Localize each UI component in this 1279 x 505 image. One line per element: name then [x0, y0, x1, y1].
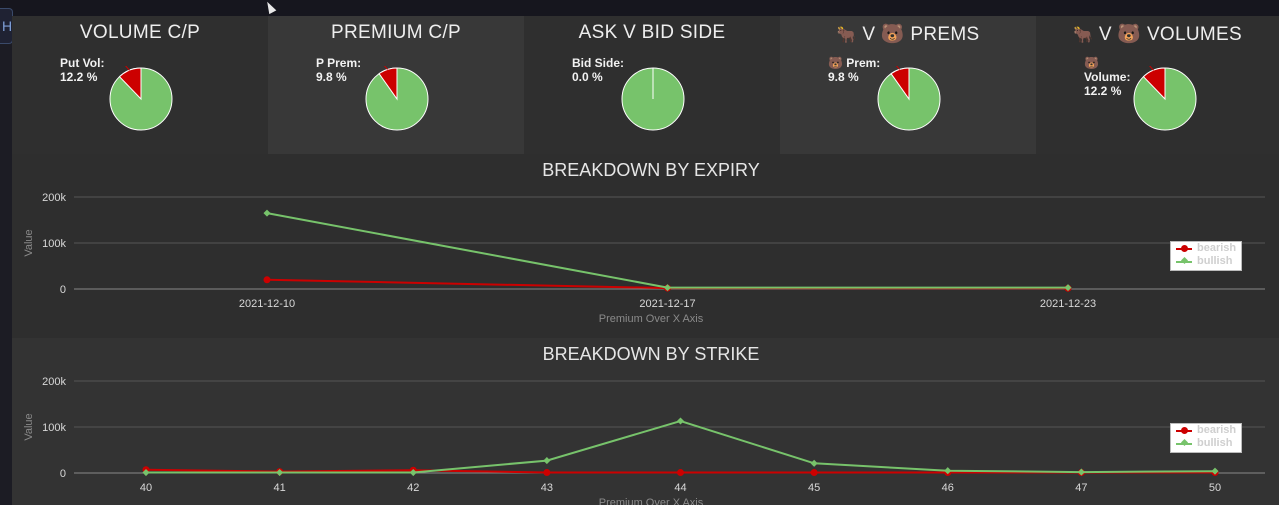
- panel-label: 🐻 Volume: 12.2 %: [1084, 56, 1131, 98]
- x-tick-label: 50: [1209, 482, 1221, 494]
- panel-title: 🐂 V 🐻 VOLUMES: [1036, 22, 1279, 46]
- x-tick-label: 45: [808, 482, 820, 494]
- chart-legend: bearish bullish: [1170, 423, 1242, 453]
- panel-label: 🐻 Prem: 9.8 %: [828, 56, 881, 84]
- side-tab-label: H: [2, 18, 13, 34]
- data-point-bullish[interactable]: [409, 469, 417, 477]
- data-point-bullish[interactable]: [663, 284, 672, 292]
- x-tick-label: 46: [942, 482, 954, 494]
- bull-icon: 🐂: [836, 27, 857, 44]
- y-tick-label: 0: [60, 284, 66, 296]
- x-axis-label: Premium Over X Axis: [599, 497, 704, 505]
- x-tick-label: 42: [407, 482, 419, 494]
- pie-slice-bearish: [378, 67, 398, 101]
- data-point-bullish[interactable]: [142, 469, 150, 477]
- data-point-bearish[interactable]: [810, 469, 818, 477]
- x-tick-label: 40: [140, 482, 152, 494]
- pie-chart: [877, 66, 941, 131]
- y-axis-label: Value: [23, 229, 35, 256]
- pie-chart: [365, 66, 429, 131]
- data-point-bullish[interactable]: [676, 417, 685, 425]
- pie-chart: [109, 66, 173, 131]
- x-tick-label: 43: [541, 482, 553, 494]
- y-tick-label: 200k: [42, 376, 66, 388]
- data-point-bullish[interactable]: [810, 459, 818, 467]
- pie-chart: [621, 67, 685, 131]
- x-tick-label: 2021-12-17: [639, 298, 695, 310]
- panel-title-text: V 🐻 VOLUMES: [1098, 24, 1242, 45]
- x-tick-label: 41: [274, 482, 286, 494]
- panel-ask-bid: ASK V BID SIDE Bid Side: 0.0 %: [524, 16, 780, 154]
- panel-title: ASK V BID SIDE: [578, 22, 726, 43]
- chart-title: BREAKDOWN BY EXPIRY: [542, 160, 759, 180]
- panel-bull-bear-volumes: 🐂 V 🐻 VOLUMES 🐻 Volume: 12.2 %: [1036, 16, 1279, 154]
- panel-title: PREMIUM C/P: [331, 22, 461, 43]
- legend-label: bearish: [1197, 242, 1237, 254]
- pie-slice-bearish: [118, 67, 142, 101]
- legend-item-bearish: bearish: [1171, 242, 1241, 255]
- panel-premium-cp: PREMIUM C/P P Prem: 9.8 %: [268, 16, 524, 154]
- chart-expiry: BREAKDOWN BY EXPIRY Value Premium Over X A…: [23, 160, 1265, 325]
- panel-bull-bear-prems: 🐂 V 🐻 PREMS 🐻 Prem: 9.8 %: [780, 16, 1036, 154]
- series-line-bullish: [266, 212, 1068, 289]
- legend-item-bullish: bullish: [1171, 255, 1241, 268]
- legend-label: bullish: [1197, 437, 1233, 449]
- y-tick-label: 100k: [42, 422, 66, 434]
- panel-label: Bid Side: 0.0 %: [572, 56, 625, 84]
- y-tick-label: 200k: [42, 192, 66, 204]
- pie-leader-line: [125, 66, 130, 71]
- pie-leader-line: [895, 66, 900, 70]
- legend-item-bearish: bearish: [1171, 424, 1241, 437]
- chart-strike: BREAKDOWN BY STRIKE Value Premium Over X A…: [23, 344, 1265, 505]
- pie-slice-bearish: [890, 67, 910, 101]
- bull-icon: 🐂: [1073, 27, 1094, 44]
- x-axis-label: Premium Over X Axis: [599, 313, 704, 325]
- data-point-bearish[interactable]: [543, 469, 551, 477]
- legend-label: bullish: [1197, 255, 1233, 267]
- panel-volume-cp: VOLUME C/P Put Vol: 12.2 %: [12, 16, 268, 154]
- data-point-bullish[interactable]: [944, 467, 952, 475]
- pie-leader-line: [1149, 66, 1154, 71]
- x-tick-label: 2021-12-10: [239, 298, 295, 310]
- chart-expiry-panel: BREAKDOWN BY EXPIRY Value Premium Over X A…: [12, 154, 1279, 338]
- data-point-bearish[interactable]: [677, 469, 684, 477]
- y-tick-label: 0: [60, 468, 66, 480]
- x-tick-label: 47: [1075, 482, 1087, 494]
- y-axis-label: Value: [23, 413, 35, 440]
- pie-leader-line: [383, 66, 388, 70]
- chart-strike-panel: BREAKDOWN BY STRIKE Value Premium Over X A…: [12, 338, 1279, 505]
- panel-title-text: V 🐻 PREMS: [862, 24, 980, 45]
- data-point-bullish[interactable]: [543, 457, 551, 465]
- pie-slice-bearish: [1142, 67, 1166, 101]
- data-point-bearish[interactable]: [263, 276, 271, 284]
- legend-label: bearish: [1197, 424, 1237, 436]
- top-bar: [0, 0, 1279, 16]
- panel-title: 🐂 V 🐻 PREMS: [780, 22, 1036, 46]
- data-point-bullish[interactable]: [263, 209, 271, 217]
- x-tick-label: 2021-12-23: [1040, 298, 1096, 310]
- legend-item-bullish: bullish: [1171, 437, 1241, 450]
- series-line-bullish: [146, 419, 1216, 474]
- chart-legend: bearish bullish: [1170, 241, 1242, 271]
- data-point-bullish[interactable]: [276, 469, 284, 477]
- pie-chart: [1133, 66, 1197, 131]
- panel-title: VOLUME C/P: [79, 22, 201, 43]
- y-tick-label: 100k: [42, 238, 66, 250]
- panel-label: Put Vol: 12.2 %: [60, 56, 105, 84]
- x-tick-label: 44: [674, 482, 686, 494]
- chart-title: BREAKDOWN BY STRIKE: [543, 344, 760, 364]
- panel-label: P Prem: 9.8 %: [316, 56, 362, 84]
